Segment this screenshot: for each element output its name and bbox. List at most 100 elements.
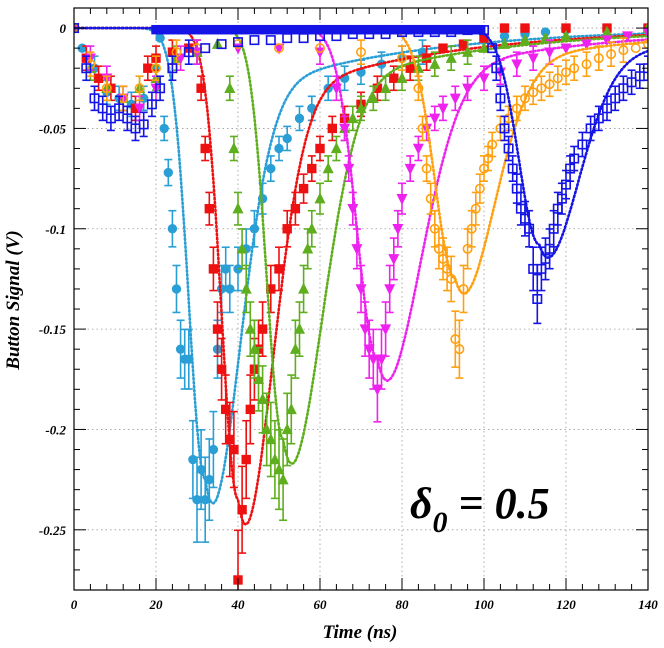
data-point xyxy=(237,505,247,515)
data-point xyxy=(519,33,531,45)
data-point xyxy=(330,83,342,95)
data-point xyxy=(618,45,629,56)
data-point xyxy=(315,143,325,154)
data-point xyxy=(101,83,112,94)
data-point xyxy=(327,123,338,134)
y-tick-label: -0.25 xyxy=(39,523,67,538)
data-point xyxy=(289,342,301,354)
data-point xyxy=(593,113,604,124)
data-point xyxy=(511,183,522,194)
data-point xyxy=(404,163,416,175)
data-point xyxy=(282,224,292,234)
data-point xyxy=(618,83,629,94)
data-point xyxy=(519,93,530,104)
data-point xyxy=(425,193,436,204)
data-point xyxy=(134,103,146,115)
data-point xyxy=(458,283,469,294)
data-point xyxy=(228,142,240,154)
data-point xyxy=(184,354,194,364)
data-point xyxy=(438,43,448,53)
data-point xyxy=(282,133,292,144)
data-point xyxy=(446,273,457,284)
data-point xyxy=(524,223,535,234)
data-point xyxy=(548,223,559,234)
data-point xyxy=(606,49,617,60)
data-point xyxy=(314,192,326,204)
data-point xyxy=(454,344,465,355)
x-axis-title: Time (ns) xyxy=(323,622,398,643)
data-point xyxy=(339,123,351,135)
data-point xyxy=(216,364,227,374)
data-point xyxy=(216,39,227,50)
data-point xyxy=(294,113,305,124)
data-point xyxy=(487,43,498,54)
data-point xyxy=(330,142,342,154)
y-tick-label: -0.1 xyxy=(45,222,66,237)
data-point xyxy=(269,453,281,465)
data-point xyxy=(225,284,235,294)
data-point xyxy=(384,284,396,296)
data-point xyxy=(105,113,116,124)
data-point xyxy=(499,23,510,33)
data-point xyxy=(307,163,317,174)
data-point xyxy=(552,73,563,84)
data-point xyxy=(396,53,407,64)
data-point xyxy=(507,163,518,174)
data-point xyxy=(122,113,133,124)
data-point xyxy=(229,444,239,455)
data-point xyxy=(483,153,494,164)
data-point xyxy=(478,41,490,53)
data-point xyxy=(474,183,485,194)
data-point xyxy=(462,45,474,57)
series-layer xyxy=(74,21,648,590)
data-point xyxy=(167,63,178,74)
data-point xyxy=(146,99,157,110)
data-point xyxy=(367,91,379,104)
data-point xyxy=(511,59,523,71)
data-point xyxy=(371,384,383,396)
x-tick-label: 60 xyxy=(314,597,328,612)
data-point xyxy=(322,162,334,174)
data-point xyxy=(314,43,325,54)
delta-annotation: δ0 = 0.5 xyxy=(410,479,550,539)
data-point xyxy=(204,474,215,485)
data-point xyxy=(285,403,297,415)
data-point xyxy=(569,63,580,74)
data-point xyxy=(257,324,268,334)
data-point xyxy=(221,404,231,415)
data-point xyxy=(626,77,637,88)
y-tick-label: 0 xyxy=(60,21,67,36)
data-point xyxy=(248,342,260,354)
data-point xyxy=(89,93,100,104)
data-point xyxy=(560,43,572,55)
data-point xyxy=(560,179,571,190)
data-point xyxy=(249,35,260,46)
data-point xyxy=(520,23,530,33)
data-point xyxy=(196,464,206,475)
data-point xyxy=(273,463,285,475)
data-point xyxy=(225,434,235,445)
data-point xyxy=(155,83,166,94)
data-point xyxy=(449,93,461,105)
data-point xyxy=(265,433,277,445)
data-point xyxy=(389,73,399,83)
data-point xyxy=(413,83,424,94)
data-point xyxy=(306,222,318,234)
x-tick-label: 120 xyxy=(556,597,576,612)
data-point xyxy=(560,29,572,41)
y-axis-title: Button Signal (V) xyxy=(3,230,24,370)
data-point xyxy=(380,324,392,336)
x-tick-label: 80 xyxy=(396,597,410,612)
annotation-value: = 0.5 xyxy=(448,479,550,528)
data-point xyxy=(544,47,556,59)
baseline-markers xyxy=(151,24,486,35)
data-point xyxy=(196,83,206,93)
x-tick-label: 100 xyxy=(474,597,494,612)
plot-frame xyxy=(73,7,649,591)
annotation-subscript: 0 xyxy=(433,506,448,539)
data-point xyxy=(532,293,543,304)
data-point xyxy=(396,193,408,205)
data-point xyxy=(265,35,276,46)
data-point xyxy=(634,71,645,82)
